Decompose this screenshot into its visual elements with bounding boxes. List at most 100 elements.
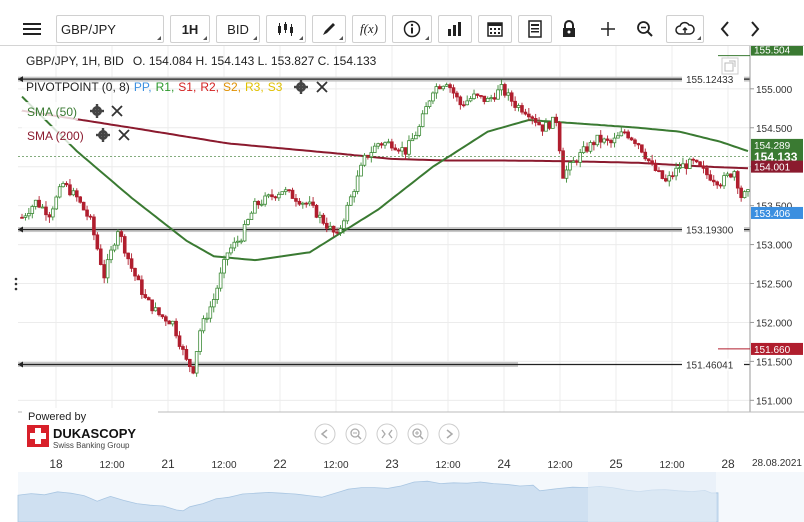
info-button[interactable] <box>392 15 432 43</box>
candle-body <box>520 105 524 113</box>
candle-body <box>68 184 72 196</box>
candle-body <box>660 170 665 179</box>
close-icon[interactable] <box>316 81 328 93</box>
bar-chart-icon <box>448 22 461 36</box>
indicators-button[interactable] <box>438 15 472 43</box>
x-axis: 18 12:00 21 12:00 22 12:00 23 12:00 24 12:00 25 12:… <box>49 457 735 471</box>
candle-body <box>523 111 528 115</box>
candle-body <box>431 92 435 102</box>
pivot-item: S1, <box>178 80 196 94</box>
price-tag <box>751 342 803 355</box>
candle-body <box>554 116 559 123</box>
candle-body <box>506 92 511 96</box>
price-chart[interactable]: 155.12433 153.19300 151.46041 155.000 154.5… <box>0 46 804 522</box>
period-selector[interactable]: 1H <box>170 15 210 43</box>
scroll-right-button[interactable] <box>740 15 770 43</box>
candle-body <box>119 231 124 237</box>
candle-body <box>547 121 552 129</box>
candle-body <box>263 195 267 205</box>
report-button[interactable] <box>518 15 552 43</box>
upload-button[interactable] <box>666 15 704 43</box>
nav-forward-button[interactable] <box>438 423 460 445</box>
candle-body <box>359 164 363 177</box>
x-tick-label: 12:00 <box>435 460 460 471</box>
candle-body <box>479 95 483 97</box>
symbol-selector[interactable]: GBP/JPY <box>56 15 164 43</box>
gear-icon[interactable] <box>96 128 110 142</box>
candle-body <box>551 116 555 129</box>
candle-body <box>270 194 274 198</box>
candle-body <box>331 225 336 233</box>
candle-body <box>564 169 569 179</box>
candle-body <box>739 187 743 199</box>
navigator[interactable] <box>17 472 804 522</box>
price-tag <box>751 148 803 164</box>
level-arrow <box>18 361 23 368</box>
calendar-button[interactable] <box>478 15 512 43</box>
zoom-out-button[interactable] <box>345 423 367 445</box>
candles-icon <box>278 22 293 36</box>
report-icon <box>528 20 542 38</box>
candle-body <box>410 138 415 142</box>
candle-body <box>705 167 709 176</box>
expand-icon[interactable] <box>721 57 739 75</box>
candle-body <box>160 314 165 318</box>
candle-body <box>201 318 206 332</box>
gear-icon[interactable] <box>294 80 308 94</box>
info-icon <box>403 20 421 38</box>
scroll-left-button[interactable] <box>710 15 740 43</box>
candle-body <box>708 174 713 181</box>
chart-type-button[interactable] <box>266 15 306 43</box>
menu-button[interactable] <box>16 15 48 43</box>
candle-body <box>23 215 28 218</box>
logo-tagline: Swiss Banking Group <box>53 441 130 450</box>
candle-body <box>687 158 692 169</box>
y-tick-label: 151.500 <box>756 357 793 368</box>
candle-body <box>390 141 394 149</box>
candle-body <box>503 84 507 96</box>
cloud-upload-icon <box>675 21 695 35</box>
price-tag-label: 153.406 <box>754 209 791 220</box>
side-selector[interactable]: BID <box>216 15 260 43</box>
zoom-button[interactable] <box>628 15 662 43</box>
zoom-icon <box>637 21 653 37</box>
candle-body <box>47 214 52 218</box>
legend-pivot: PIVOTPOINT (0, 8) PP, R1, S1, R2, S2, R3, S3 <box>26 80 328 94</box>
candle-body <box>677 167 682 170</box>
legend-sma50: SMA (50) <box>22 102 123 120</box>
price-tag-label: 151.660 <box>754 345 791 356</box>
x-tick-label: 12:00 <box>323 460 348 471</box>
close-icon[interactable] <box>111 105 123 117</box>
drag-handle[interactable] <box>14 277 18 291</box>
candle-body <box>640 144 644 153</box>
function-button[interactable]: f(x) <box>352 15 386 43</box>
draw-button[interactable] <box>312 15 346 43</box>
candle-body <box>664 178 668 182</box>
candle-body <box>342 220 346 229</box>
pivot-label: PIVOTPOINT (0, 8) PP, R1, S1, R2, S2, R3, S3 <box>26 80 283 94</box>
candle-body <box>362 154 367 166</box>
candle-body <box>318 214 322 218</box>
candle-body <box>722 175 726 187</box>
gear-icon[interactable] <box>90 104 104 118</box>
navigator-window[interactable] <box>588 472 716 522</box>
candle-body <box>33 199 38 207</box>
fit-button[interactable] <box>376 423 398 445</box>
nav-back-button[interactable] <box>314 423 336 445</box>
period-label: 1H <box>181 21 199 37</box>
candle-body <box>321 214 326 224</box>
dropdown-corner-icon <box>157 36 161 40</box>
candle-body <box>283 189 288 193</box>
lock-button[interactable] <box>552 15 586 43</box>
candle-body <box>427 100 432 108</box>
candle-body <box>396 149 401 152</box>
x-tick-label: 18 <box>49 457 63 471</box>
zoom-in-button[interactable] <box>407 423 429 445</box>
price-tag <box>751 46 803 56</box>
candle-body <box>622 131 627 134</box>
close-icon[interactable] <box>118 129 130 141</box>
crosshair-button[interactable] <box>592 15 624 43</box>
candle-body <box>355 175 360 192</box>
chart-navigation <box>314 423 460 445</box>
candle-body <box>376 143 380 147</box>
